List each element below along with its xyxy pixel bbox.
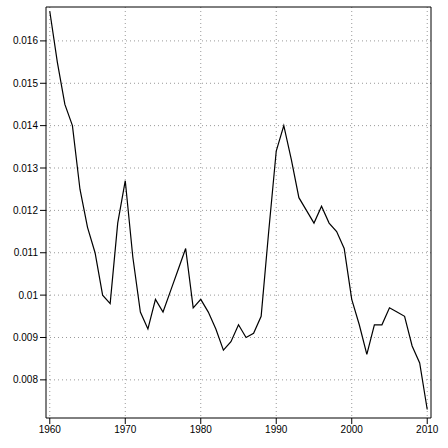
svg-text:0.014: 0.014 [13,120,38,131]
svg-text:2010: 2010 [416,424,439,435]
svg-text:0.009: 0.009 [13,332,38,343]
svg-text:0.016: 0.016 [13,35,38,46]
svg-text:0.013: 0.013 [13,163,38,174]
svg-text:1980: 1980 [190,424,213,435]
svg-text:0.008: 0.008 [13,374,38,385]
svg-text:0.015: 0.015 [13,78,38,89]
svg-text:0.012: 0.012 [13,205,38,216]
svg-text:2000: 2000 [341,424,364,435]
svg-text:0.011: 0.011 [14,247,39,258]
svg-text:0.01: 0.01 [19,290,39,301]
svg-text:1990: 1990 [265,424,288,435]
svg-text:1970: 1970 [114,424,137,435]
svg-text:1960: 1960 [39,424,62,435]
